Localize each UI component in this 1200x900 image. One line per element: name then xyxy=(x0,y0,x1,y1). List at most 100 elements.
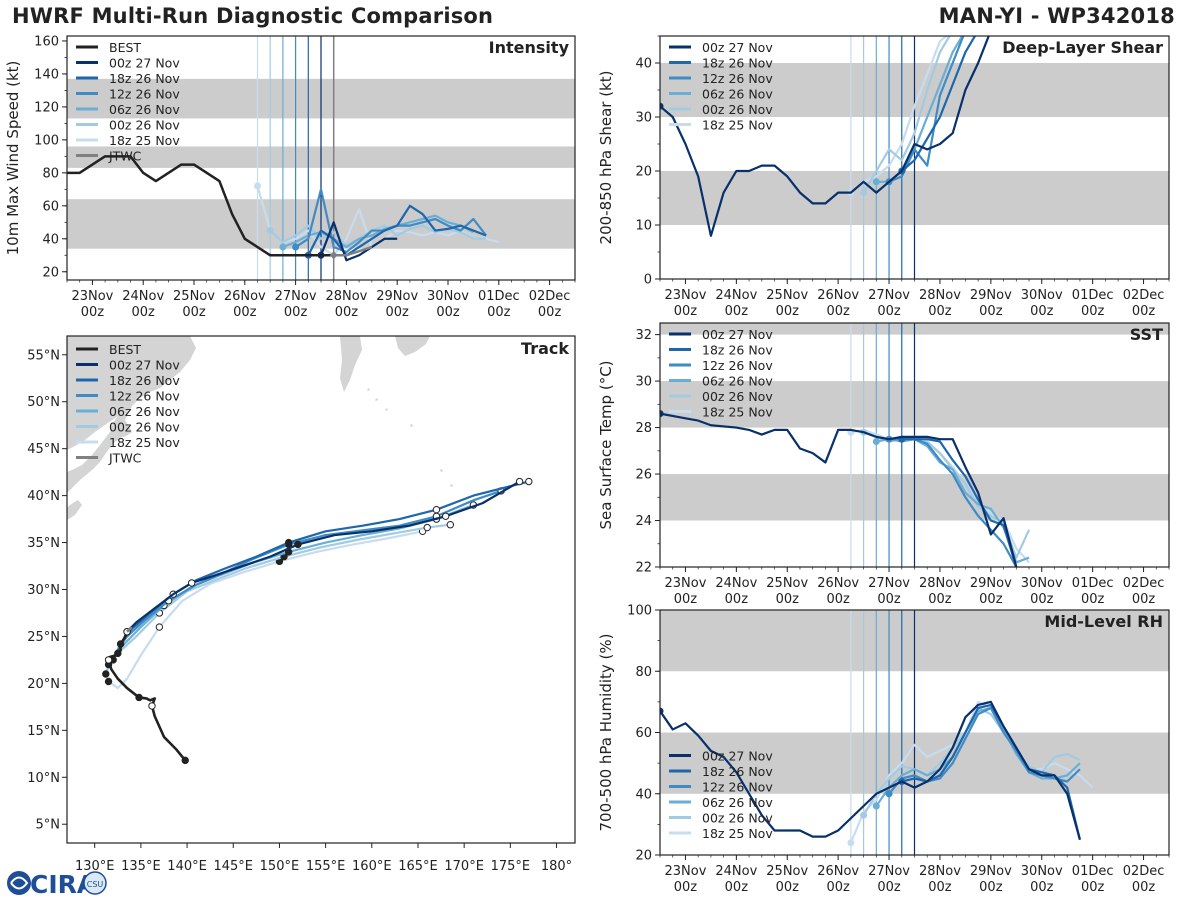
series-line-00z-27-Nov xyxy=(319,221,398,262)
legend-label: 00z 27 Nov xyxy=(702,40,773,55)
track-point xyxy=(116,640,125,648)
x-tick-sublabel: 00z xyxy=(1081,304,1105,319)
figure-title: HWRF Multi-Run Diagnostic Comparison xyxy=(12,4,494,28)
legend-label: 12z 26 Nov xyxy=(702,71,773,86)
x-tick-sublabel: 00z xyxy=(776,592,800,607)
series-line-12z-26-Nov xyxy=(888,706,1081,795)
track-point xyxy=(187,579,196,587)
x-tick-label: 29Nov xyxy=(376,289,418,304)
legend-label: 00z 26 Nov xyxy=(109,118,180,133)
track-line-18z-25-Nov xyxy=(107,530,423,690)
y-tick-label: 0 xyxy=(644,273,652,288)
x-tick-label: 24Nov xyxy=(715,864,757,879)
x-tick-label: 02Dec xyxy=(529,289,571,304)
track-point xyxy=(155,623,164,631)
track-point xyxy=(515,477,524,486)
x-tick-label: 23Nov xyxy=(664,576,706,591)
csu-seal-icon xyxy=(83,871,107,895)
legend-label: 12z 26 Nov xyxy=(109,87,180,102)
series-line-18z-26-Nov xyxy=(307,204,487,257)
series-line-18z-26-Nov xyxy=(901,36,977,172)
track-point xyxy=(423,523,431,532)
jtwc-marker xyxy=(329,251,338,260)
lat-tick-label: 25°N xyxy=(27,630,60,645)
x-tick-label: 24Nov xyxy=(715,576,757,591)
x-tick-label: 02Dec xyxy=(1123,288,1165,303)
x-tick-sublabel: 00z xyxy=(335,305,359,320)
series-init-point xyxy=(292,243,300,251)
land-islands xyxy=(367,388,453,487)
y-axis-label: 10m Max Wind Speed (kt) xyxy=(4,61,22,256)
y-tick-label: 40 xyxy=(42,232,59,247)
x-tick-label: 30Nov xyxy=(1021,576,1063,591)
track-point xyxy=(432,505,441,514)
track-point xyxy=(294,540,302,549)
y-tick-label: 26 xyxy=(635,468,652,483)
x-tick-sublabel: 00z xyxy=(826,592,850,607)
y-tick-label: 80 xyxy=(635,665,652,680)
legend-label: 18z 26 Nov xyxy=(702,764,773,779)
best-track xyxy=(107,631,187,762)
y-tick-label: 100 xyxy=(34,133,59,148)
cira-logo: CIRA CSU xyxy=(7,870,107,899)
legend-label: 06z 26 Nov xyxy=(702,795,773,810)
series-line-12z-26-Nov xyxy=(888,36,965,183)
intensity-panel: 2040608010012014016023Nov00z24Nov00z25No… xyxy=(4,34,576,320)
series-line-06z-26-Nov xyxy=(875,706,1081,807)
series-init-point xyxy=(254,182,261,190)
x-tick-label: 01Dec xyxy=(1072,864,1114,879)
x-tick-label: 01Dec xyxy=(478,289,520,304)
x-tick-label: 24Nov xyxy=(122,289,164,304)
lat-tick-label: 50°N xyxy=(27,395,60,410)
x-tick-label: 29Nov xyxy=(970,288,1012,303)
panel-title: SST xyxy=(1130,325,1163,344)
series-line-00z-27-Nov xyxy=(660,700,1081,840)
cira-swirl-icon xyxy=(10,876,29,890)
lon-tick-label: 140°E xyxy=(167,859,207,874)
legend-label: JTWC xyxy=(108,149,142,164)
map-land xyxy=(67,336,453,520)
csu-seal-text: CSU xyxy=(87,880,104,889)
lat-tick-label: 5°N xyxy=(36,818,61,833)
track-point xyxy=(446,521,455,529)
series-line-06z-26-Nov xyxy=(282,214,474,249)
track-plot-area xyxy=(102,477,533,765)
x-tick-label: 01Dec xyxy=(1072,576,1114,591)
land-kamchatka xyxy=(395,336,430,356)
x-tick-sublabel: 00z xyxy=(979,592,1003,607)
panel-title: Mid-Level RH xyxy=(1044,612,1163,631)
plot-area xyxy=(660,36,1169,279)
series-init-point xyxy=(266,227,274,235)
y-tick-label: 20 xyxy=(42,265,59,280)
x-tick-label: 27Nov xyxy=(275,289,317,304)
track-point xyxy=(181,756,189,765)
x-tick-label: 26Nov xyxy=(817,864,859,879)
x-tick-label: 28Nov xyxy=(919,288,961,303)
series-init-point xyxy=(885,790,893,798)
legend-label: 18z 25 Nov xyxy=(702,118,773,133)
x-tick-sublabel: 00z xyxy=(928,880,952,895)
series-line-18z-26-Nov xyxy=(901,438,1018,567)
x-tick-label: 28Nov xyxy=(919,576,961,591)
lon-tick-label: 130°E xyxy=(75,859,115,874)
lon-tick-label: 165°E xyxy=(398,859,438,874)
x-tick-label: 26Nov xyxy=(224,289,266,304)
legend-label: 18z 26 Nov xyxy=(702,343,773,358)
series-init-point xyxy=(872,438,880,446)
series-init-point xyxy=(660,707,664,715)
y-tick-label: 30 xyxy=(635,375,652,390)
x-tick-sublabel: 00z xyxy=(182,305,206,320)
x-tick-label: 26Nov xyxy=(817,576,859,591)
series-line-18z-25-Nov xyxy=(850,36,949,194)
x-tick-label: 25Nov xyxy=(766,288,808,303)
legend-label: BEST xyxy=(109,342,141,357)
x-tick-label: 25Nov xyxy=(766,576,808,591)
track-point xyxy=(104,677,113,686)
plot-area xyxy=(67,36,575,280)
y-tick-label: 40 xyxy=(635,787,652,802)
x-tick-sublabel: 00z xyxy=(81,305,105,320)
x-tick-label: 27Nov xyxy=(868,864,910,879)
x-tick-sublabel: 00z xyxy=(1132,592,1156,607)
legend-label: 00z 26 Nov xyxy=(702,102,773,117)
x-tick-sublabel: 00z xyxy=(284,305,308,320)
